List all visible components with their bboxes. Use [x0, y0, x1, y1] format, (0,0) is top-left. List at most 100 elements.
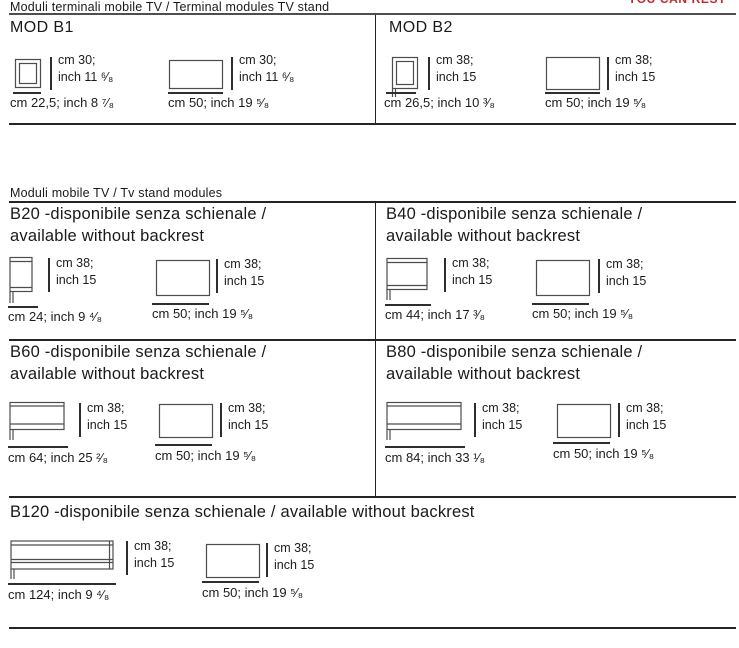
height-dim-line [79, 403, 81, 437]
width-dim-label: cm 50; inch 19 ⁵⁄₈ [155, 448, 257, 463]
b40-title-line2: available without backrest [386, 227, 581, 245]
height-dim-line [126, 541, 128, 575]
height-inch: inch 15 [274, 558, 315, 572]
width-dim-label: cm 50; inch 19 ⁵⁄₈ [152, 306, 254, 321]
width-dim-label: cm 50; inch 19 ⁵⁄₈ [545, 95, 647, 110]
depth-rectangle-icon [155, 259, 211, 297]
width-dim-line [152, 303, 209, 305]
width-dim-label: cm 50; inch 19 ⁵⁄₈ [168, 95, 270, 110]
brand-tagline: YOU CAN REST [628, 0, 726, 6]
height-cm: cm 30; [239, 53, 277, 67]
height-cm: cm 38; [274, 541, 312, 555]
height-dim-label: cm 38; inch 15 [56, 255, 96, 289]
height-cm: cm 38; [56, 256, 94, 270]
table1-bottom-border [9, 123, 736, 125]
height-inch: inch 15 [615, 70, 656, 84]
width-dim-line [13, 92, 41, 94]
height-dim-line [216, 259, 218, 293]
height-dim-line [266, 543, 268, 577]
mod-b1-title: MOD B1 [10, 19, 74, 36]
height-dim-line [474, 403, 476, 437]
table2-row-divider [9, 339, 736, 341]
height-inch: inch 15 [228, 418, 269, 432]
section1-label: Moduli terminali mobile TV / Terminal mo… [10, 0, 330, 14]
b40-side-view-icon [386, 257, 428, 300]
b20-side-view-icon [9, 256, 33, 303]
b40-title-line1: B40 -disponibile senza schienale / [386, 205, 643, 223]
height-inch: inch 15 [606, 274, 647, 288]
height-cm: cm 30; [58, 53, 96, 67]
b60-side-view-icon [9, 401, 65, 440]
width-dim-line [386, 92, 416, 94]
width-dim-label: cm 124; inch 9 ⁴⁄₈ [8, 587, 110, 602]
table2-bottom-border [9, 627, 736, 629]
b120-title: B120 -disponibile senza schienale / avai… [10, 503, 475, 521]
height-dim-line [48, 258, 50, 292]
width-dim-label: cm 22,5; inch 8 ⁷⁄₈ [10, 95, 115, 110]
width-dim-line [8, 583, 116, 585]
height-dim-line [444, 258, 446, 292]
height-dim-label: cm 38; inch 15 [606, 256, 646, 290]
height-dim-line [231, 57, 233, 90]
width-dim-line [385, 304, 431, 306]
height-cm: cm 38; [482, 401, 520, 415]
height-inch: inch 15 [224, 274, 265, 288]
width-dim-label: cm 50; inch 19 ⁵⁄₈ [553, 446, 655, 461]
height-dim-line [618, 403, 620, 437]
height-dim-label: cm 38; inch 15 [228, 400, 268, 434]
width-dim-label: cm 50; inch 19 ⁵⁄₈ [202, 585, 304, 600]
height-dim-label: cm 30; inch 11 ⁶⁄₈ [58, 52, 113, 86]
height-dim-line [50, 57, 52, 90]
b60-title-line1: B60 -disponibile senza schienale / [10, 343, 267, 361]
section2-rule [9, 201, 736, 203]
height-cm: cm 38; [615, 53, 653, 67]
section2-label: Moduli mobile TV / Tv stand modules [10, 186, 223, 200]
height-dim-line [220, 403, 222, 437]
height-dim-label: cm 38; inch 15 [134, 538, 174, 572]
width-dim-label: cm 64; inch 25 ²⁄₈ [8, 450, 109, 465]
width-dim-line [168, 92, 223, 94]
height-inch: inch 15 [134, 556, 175, 570]
height-dim-label: cm 38; inch 15 [452, 255, 492, 289]
height-inch: inch 15 [626, 418, 667, 432]
height-inch: inch 15 [56, 273, 97, 287]
mod-b2-title: MOD B2 [389, 19, 453, 36]
height-inch: inch 15 [452, 273, 493, 287]
height-dim-label: cm 38; inch 15 [626, 400, 666, 434]
height-dim-label: cm 38; inch 15 [274, 540, 314, 574]
height-dim-label: cm 30; inch 11 ⁶⁄₈ [239, 52, 294, 86]
table2-vertical-divider [375, 202, 377, 497]
depth-rectangle-icon [168, 59, 224, 90]
height-inch: inch 15 [436, 70, 477, 84]
height-dim-label: cm 38; inch 15 [436, 52, 476, 86]
depth-rectangle-icon [535, 259, 591, 297]
height-inch: inch 15 [87, 418, 128, 432]
width-dim-line [385, 446, 465, 448]
height-inch: inch 11 ⁶⁄₈ [239, 70, 295, 84]
width-dim-line [8, 446, 68, 448]
height-cm: cm 38; [224, 257, 262, 271]
height-dim-label: cm 38; inch 15 [87, 400, 127, 434]
width-dim-line [532, 303, 589, 305]
b120-side-view-icon [10, 540, 114, 579]
height-dim-line [428, 57, 430, 90]
depth-rectangle-icon [545, 56, 601, 91]
depth-rectangle-icon [158, 403, 214, 439]
width-dim-label: cm 44; inch 17 ³⁄₈ [385, 307, 486, 322]
width-dim-label: cm 50; inch 19 ⁵⁄₈ [532, 306, 634, 321]
width-dim-label: cm 24; inch 9 ⁴⁄₈ [8, 309, 103, 324]
b80-side-view-icon [386, 401, 462, 440]
b80-title-line2: available without backrest [386, 365, 581, 383]
height-inch: inch 15 [482, 418, 523, 432]
table2-row2-border [9, 496, 736, 498]
height-cm: cm 38; [606, 257, 644, 271]
width-dim-line [8, 306, 38, 308]
b20-title-line2: available without backrest [10, 227, 205, 245]
height-inch: inch 11 ⁶⁄₈ [58, 70, 114, 84]
table1-vertical-divider [375, 15, 377, 123]
height-dim-label: cm 38; inch 15 [224, 256, 264, 290]
depth-rectangle-icon [556, 403, 612, 439]
b60-title-line2: available without backrest [10, 365, 205, 383]
height-cm: cm 38; [452, 256, 490, 270]
